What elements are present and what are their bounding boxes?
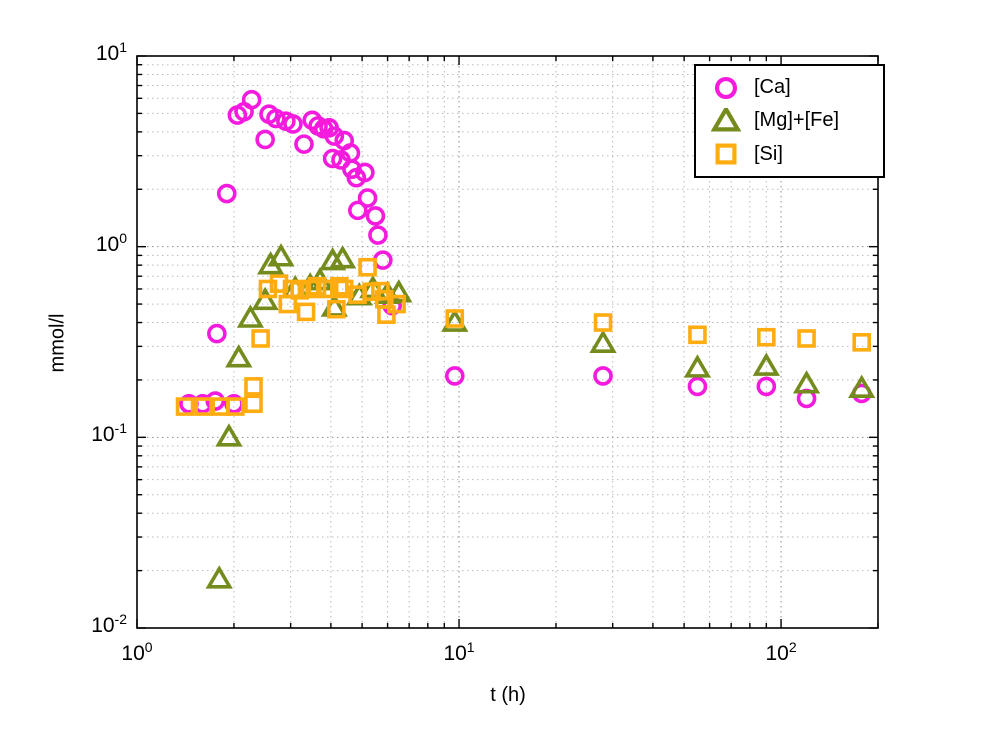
grid-layer bbox=[137, 56, 878, 628]
y-tick-label: 101 bbox=[95, 39, 127, 65]
series-si bbox=[175, 257, 872, 416]
y-tick-label: 10-1 bbox=[91, 420, 127, 447]
x-tick-label: 101 bbox=[443, 639, 475, 665]
legend-item-ca: [Ca] bbox=[711, 75, 879, 101]
mgfe-triangle-icon bbox=[711, 107, 741, 132]
legend-label-mgfe: [Mg]+[Fe] bbox=[754, 109, 840, 132]
legend-label-ca: [Ca] bbox=[754, 76, 791, 99]
x-axis-label: t (h) bbox=[490, 684, 526, 706]
y-axis-label: mmol/l bbox=[46, 313, 69, 373]
ca-circle-icon bbox=[714, 76, 738, 99]
x-tick-label: 100 bbox=[121, 639, 153, 665]
si-square-icon bbox=[715, 143, 737, 165]
y-tick-label: 100 bbox=[95, 229, 127, 256]
x-tick-label: 102 bbox=[765, 639, 797, 665]
plot-border bbox=[136, 55, 879, 629]
y-tick-label: 10-2 bbox=[91, 611, 127, 637]
legend-label-si: [Si] bbox=[754, 142, 783, 165]
legend-item-mgfe: [Mg]+[Fe] bbox=[711, 107, 879, 134]
legend-box: [Ca] [Mg]+[Fe] [Si] bbox=[694, 64, 885, 178]
legend-item-si: [Si] bbox=[711, 141, 879, 167]
